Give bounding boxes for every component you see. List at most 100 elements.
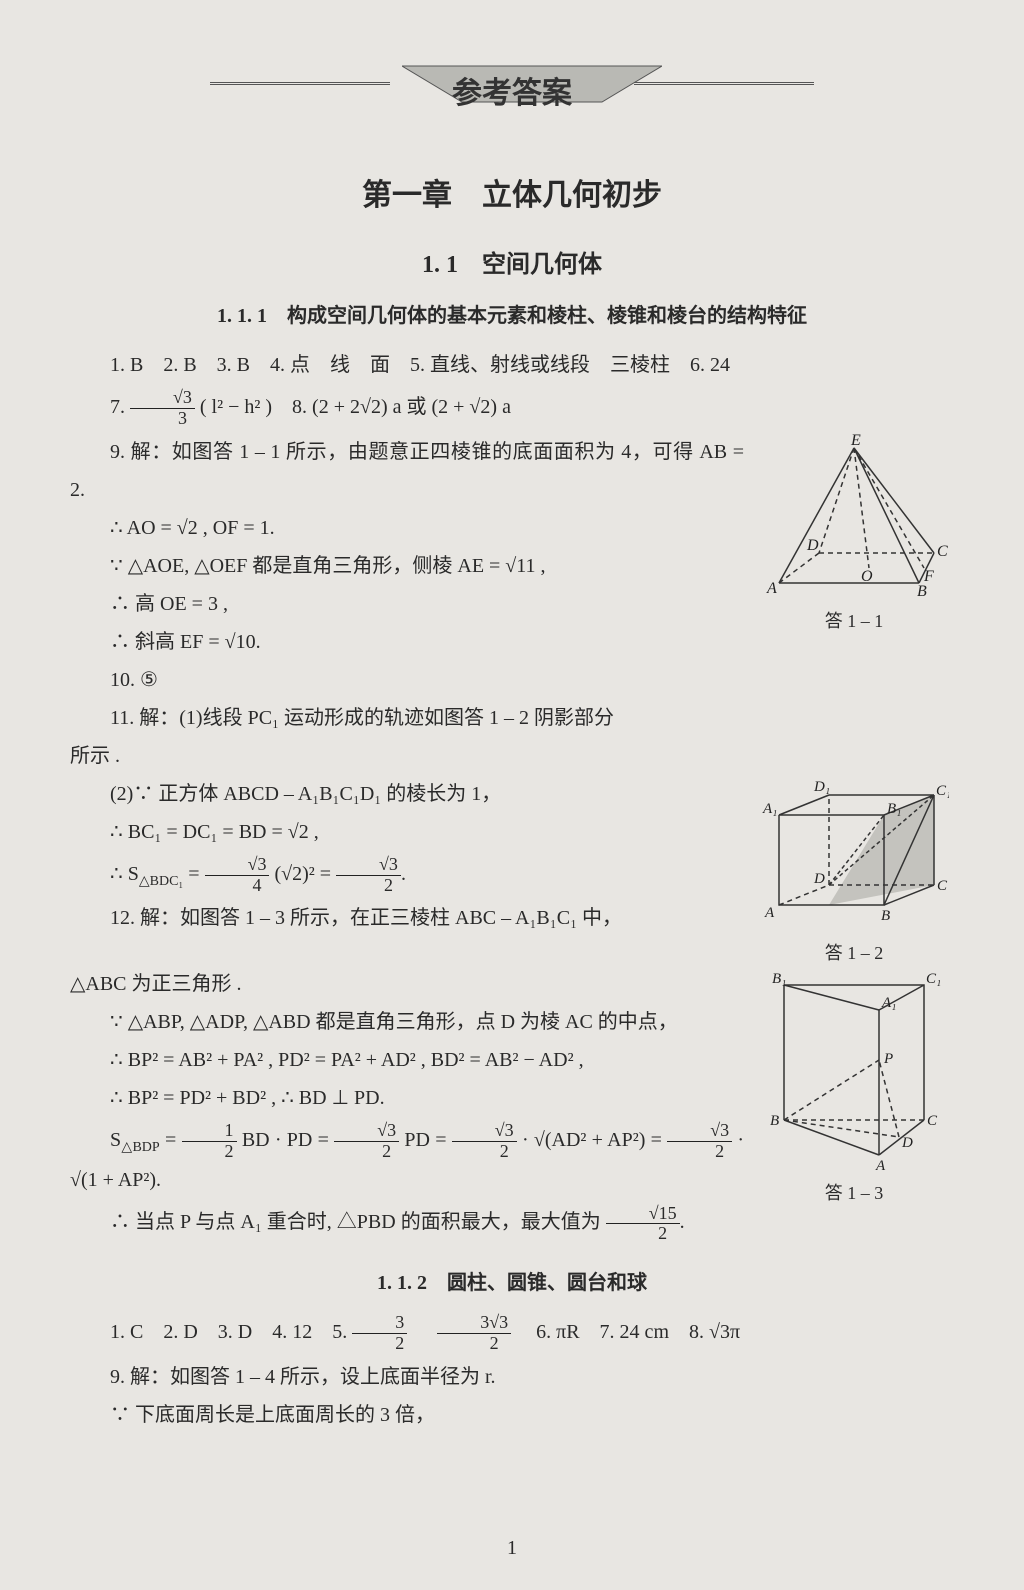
- s2-l1-f1d: 2: [352, 1334, 407, 1354]
- s2-q9b: ∵ 下底面周长是上底面周长的 3 倍，: [70, 1396, 954, 1434]
- page-number: 1: [0, 1537, 1024, 1560]
- q11-2c-pre: ∴ S: [110, 863, 139, 885]
- figure-1-col: E A B C D O F 答 1 – 1: [744, 433, 954, 633]
- q11: 11. 解：(1)线段 PC₁ 运动形成的轨迹如图答 1 – 2 阴影部分: [70, 699, 744, 737]
- q12c: ∵ △ABP, △ADP, △ABD 都是直角三角形，点 D 为棱 AC 的中点…: [70, 1003, 744, 1041]
- q7-post: ( l² − h² ) 8. (2 + 2√2) a 或 (2 + √2) a: [200, 396, 511, 418]
- chapter-title: 第一章 立体几何初步: [70, 170, 954, 214]
- figure-1-svg: E A B C D O F: [759, 433, 949, 603]
- q12f-f4d: 2: [667, 1142, 732, 1162]
- figure-3-svg: B₁ C₁ A₁ B C A P D: [764, 965, 944, 1175]
- q11-cont: 所示 .: [70, 737, 954, 775]
- banner-title: 参考答案: [452, 77, 572, 110]
- svg-text:D₁: D₁: [813, 779, 830, 795]
- answers-line-1: 1. B 2. B 3. B 4. 点 线 面 5. 直线、射线或线段 三棱柱 …: [70, 346, 954, 384]
- q12f-f3: √32: [452, 1121, 517, 1162]
- q9: 9. 解：如图答 1 – 1 所示，由题意正四棱锥的底面面积为 4，可得 AB …: [70, 433, 744, 509]
- q7-num: √3: [130, 388, 195, 409]
- eq-sign-1: =: [188, 863, 204, 885]
- period-1: .: [401, 863, 406, 885]
- banner-shape: 参考答案: [402, 60, 622, 120]
- figure-3-caption: 答 1 – 3: [754, 1179, 954, 1205]
- q12f-m2: PD =: [404, 1129, 451, 1151]
- q11-2b: ∴ BC₁ = DC₁ = BD = √2 ,: [70, 813, 744, 851]
- q12b: △ABC 为正三角形 .: [70, 965, 744, 1003]
- q11-2a: (2)∵ 正方体 ABCD – A₁B₁C₁D₁ 的棱长为 1，: [70, 775, 744, 813]
- svg-text:B: B: [770, 1113, 779, 1129]
- q12f-m3: · √(AD² + AP²) =: [522, 1129, 667, 1151]
- q11-2c-mid: (√2)² =: [274, 863, 336, 885]
- svg-text:A₁: A₁: [762, 801, 777, 817]
- block-q12-fig3: △ABC 为正三角形 . ∵ △ABP, △ADP, △ABD 都是直角三角形，…: [70, 965, 954, 1248]
- svg-text:C₁: C₁: [936, 783, 949, 799]
- svg-text:B: B: [917, 583, 927, 600]
- q12f-pre: S: [110, 1129, 121, 1151]
- q11-2c-frac2: √3 2: [336, 855, 401, 896]
- q12f: S△BDP = 12 BD · PD = √32 PD = √32 · √(AD…: [70, 1121, 744, 1200]
- svg-text:E: E: [850, 433, 861, 449]
- q12g-num: √15: [606, 1204, 680, 1225]
- q12f-f4n: √3: [667, 1121, 732, 1142]
- q12g-den: 2: [606, 1224, 680, 1244]
- svg-text:P: P: [883, 1051, 893, 1067]
- figure-2-col: A B C D A₁ B₁ C₁ D₁ 答 1 – 2: [744, 775, 954, 965]
- q12g-pre: ∴ 当点 P 与点 A₁ 重合时, △PBD 的面积最大，最大值为: [110, 1211, 606, 1233]
- q9b: ∵ △AOE, △OEF 都是直角三角形，侧棱 AE = √11 ,: [70, 547, 744, 585]
- s2-l1-f2n: 3√3: [437, 1313, 511, 1334]
- q12-text-col: △ABC 为正三角形 . ∵ △ABP, △ADP, △ABD 都是直角三角形，…: [70, 965, 744, 1248]
- figure-2-caption: 答 1 – 2: [754, 939, 954, 965]
- subsection-1-1-1-title: 1. 1. 1 构成空间几何体的基本元素和棱柱、棱锥和棱台的结构特征: [70, 299, 954, 328]
- svg-text:D: D: [806, 537, 819, 554]
- q12f-sub: △BDP: [121, 1140, 160, 1155]
- q12f-eq: =: [165, 1129, 182, 1151]
- q12g: ∴ 当点 P 与点 A₁ 重合时, △PBD 的面积最大，最大值为 √15 2 …: [70, 1203, 744, 1244]
- svg-text:B₁: B₁: [772, 971, 786, 987]
- q11-2c-f2n: √3: [336, 855, 401, 876]
- s2-l1-f1: 32: [352, 1313, 407, 1354]
- q9a: ∴ AO = √2 , OF = 1.: [70, 509, 744, 547]
- block-q9-fig1: 9. 解：如图答 1 – 1 所示，由题意正四棱锥的底面面积为 4，可得 AB …: [70, 433, 954, 737]
- s2-l1-f2d: 2: [437, 1334, 511, 1354]
- title-banner: 参考答案: [70, 60, 954, 120]
- figure-1-caption: 答 1 – 1: [754, 607, 954, 633]
- block-q11-fig2: (2)∵ 正方体 ABCD – A₁B₁C₁D₁ 的棱长为 1， ∴ BC₁ =…: [70, 775, 954, 965]
- svg-text:C: C: [937, 878, 948, 894]
- q10: 10. ⑤: [70, 661, 744, 699]
- svg-text:O: O: [861, 568, 873, 585]
- s2-l1-gap: [412, 1321, 432, 1343]
- q12f-f4: √32: [667, 1121, 732, 1162]
- s2-l1-post: 6. πR 7. 24 cm 8. √3π: [516, 1321, 740, 1343]
- q12g-post: .: [680, 1211, 685, 1233]
- svg-text:B₁: B₁: [887, 801, 901, 817]
- page: 参考答案 第一章 立体几何初步 1. 1 空间几何体 1. 1. 1 构成空间几…: [0, 0, 1024, 1590]
- q11-2c-frac1: √3 4: [205, 855, 270, 896]
- s2-l1-f2: 3√32: [437, 1313, 511, 1354]
- q12f-f1: 12: [182, 1121, 237, 1162]
- q12g-frac: √15 2: [606, 1204, 680, 1245]
- q11-2c-f2d: 2: [336, 876, 401, 896]
- q9c: ∴ 高 OE = 3 ,: [70, 585, 744, 623]
- s2-l1-f1n: 3: [352, 1313, 407, 1334]
- q12f-f1n: 1: [182, 1121, 237, 1142]
- q9-text-col: 9. 解：如图答 1 – 1 所示，由题意正四棱锥的底面面积为 4，可得 AB …: [70, 433, 744, 737]
- q11-2c: ∴ S△BDC₁ = √3 4 (√2)² = √3 2 .: [70, 855, 744, 896]
- svg-text:A₁: A₁: [881, 995, 896, 1011]
- q12f-f3n: √3: [452, 1121, 517, 1142]
- q12f-f2: √32: [334, 1121, 399, 1162]
- q7-den: 3: [130, 409, 195, 429]
- answers-line-7-8: 7. √3 3 ( l² − h² ) 8. (2 + 2√2) a 或 (2 …: [70, 388, 954, 429]
- q11-2-text-col: (2)∵ 正方体 ABCD – A₁B₁C₁D₁ 的棱长为 1， ∴ BC₁ =…: [70, 775, 744, 938]
- svg-text:F: F: [923, 568, 934, 585]
- svg-text:B: B: [881, 908, 890, 924]
- figure-2-svg: A B C D A₁ B₁ C₁ D₁: [759, 775, 949, 935]
- q11-2c-f1d: 4: [205, 876, 270, 896]
- svg-text:C₁: C₁: [926, 971, 941, 987]
- q7-fraction: √3 3: [130, 388, 195, 429]
- subsection-1-1-2-title: 1. 1. 2 圆柱、圆锥、圆台和球: [70, 1266, 954, 1295]
- q11-2c-sub: △BDC₁: [139, 874, 183, 889]
- sec2-line1: 1. C 2. D 3. D 4. 12 5. 32 3√32 6. πR 7.…: [70, 1313, 954, 1354]
- svg-text:C: C: [927, 1113, 938, 1129]
- q7-prefix: 7.: [110, 396, 130, 418]
- q12d: ∴ BP² = AB² + PA² , PD² = PA² + AD² , BD…: [70, 1041, 744, 1079]
- q12f-f1d: 2: [182, 1142, 237, 1162]
